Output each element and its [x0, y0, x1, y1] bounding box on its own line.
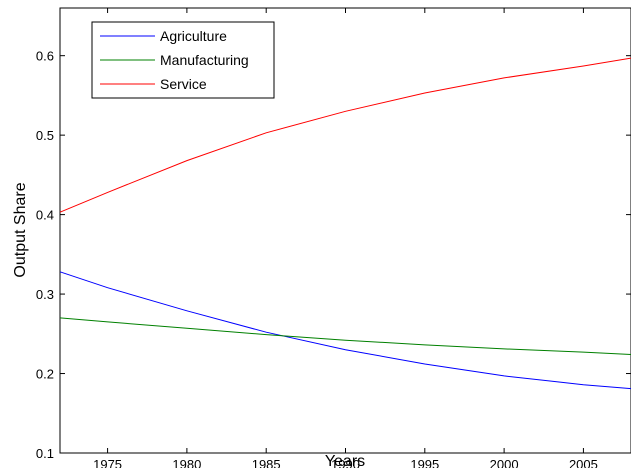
legend-label-manufacturing: Manufacturing [160, 52, 249, 68]
axis-layer: 1975 1980 1985 1990 1995 2000 2005 0.1 0.2 0.3 0.4… [36, 8, 631, 468]
legend: Agriculture Manufacturing Service [91, 21, 275, 99]
x-tick-label: 2005 [569, 457, 598, 468]
legend-label-service: Service [160, 76, 207, 92]
y-tick-label: 0.2 [36, 367, 54, 382]
x-tick-label: 1985 [252, 457, 281, 468]
y-tick-label: 0.3 [36, 287, 54, 302]
x-axis-label: Years [325, 453, 365, 468]
legend-label-agriculture: Agriculture [160, 28, 227, 44]
series-line-manufacturing [59, 317, 631, 355]
y-tick-label: 0.6 [36, 49, 54, 64]
series-line-service [59, 57, 631, 213]
y-tick-label: 0.5 [36, 128, 54, 143]
x-tick-label: 1995 [410, 457, 439, 468]
x-tick-label: 2000 [490, 457, 519, 468]
y-tick-label: 0.4 [36, 208, 54, 223]
x-tick-label: 1975 [93, 457, 122, 468]
series-line-agriculture [59, 271, 631, 390]
series-layer [59, 57, 631, 390]
x-tick-label: 1980 [172, 457, 201, 468]
y-tick-label: 0.1 [36, 446, 54, 461]
x-tick-label: 1990 [331, 457, 360, 468]
y-axis-label: Output Share [12, 182, 29, 277]
